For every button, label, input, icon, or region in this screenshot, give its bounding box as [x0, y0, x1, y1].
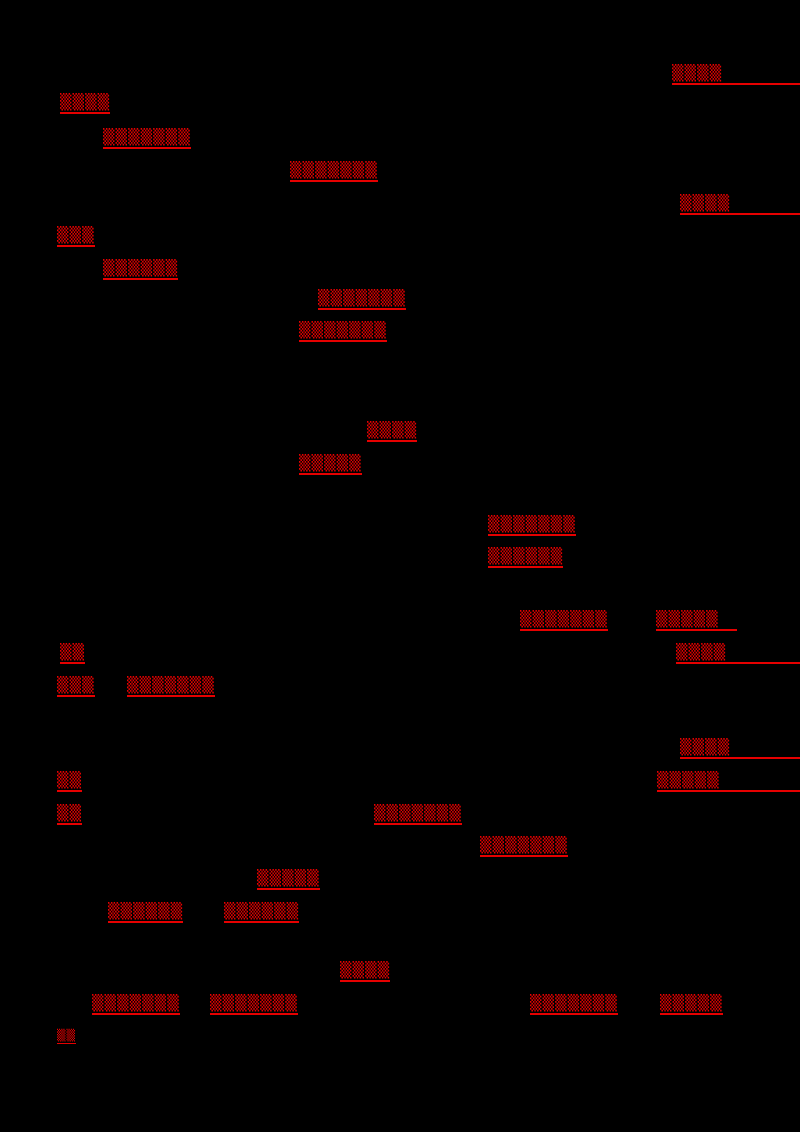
red-annotation: ▒▒▒▒▒: [656, 612, 737, 631]
red-annotation: ▒▒▒▒▒▒▒: [92, 996, 180, 1015]
red-annotation: ▒▒: [57, 806, 83, 825]
red-annotation: ▒▒▒▒▒▒▒: [530, 996, 618, 1015]
red-annotation: ▒▒▒▒▒▒▒: [103, 130, 191, 149]
red-annotation: ▒▒▒▒: [680, 196, 800, 215]
red-annotation: ▒▒▒▒: [672, 66, 800, 85]
red-annotation: ▒▒▒▒: [680, 740, 800, 759]
red-annotation: ▒▒▒: [57, 678, 95, 697]
red-annotation: ▒▒▒▒▒▒▒: [374, 806, 462, 825]
red-annotation: ▒▒▒▒: [367, 423, 418, 442]
red-annotation: ▒▒▒▒: [60, 95, 111, 114]
red-annotation: ▒▒▒▒▒▒: [488, 549, 564, 568]
red-annotation: ▒▒▒▒▒▒▒: [127, 678, 215, 697]
red-annotation: ▒▒▒▒▒: [257, 871, 320, 890]
red-annotation: ▒▒▒▒▒▒▒: [480, 838, 568, 857]
red-annotation: ▒▒▒▒▒▒: [224, 904, 300, 923]
red-annotation: ▒▒▒: [57, 228, 95, 247]
red-annotation: ▒▒▒▒▒▒▒: [318, 291, 406, 310]
red-annotation: ▒▒: [60, 645, 86, 664]
red-annotation: ▒▒▒▒▒▒▒: [488, 517, 576, 536]
red-annotation: ▒▒▒▒▒: [660, 996, 723, 1015]
red-annotation: ▒▒: [57, 1029, 76, 1044]
red-annotation: ▒▒▒▒▒▒: [108, 904, 184, 923]
red-annotation: ▒▒▒▒▒: [299, 456, 362, 475]
red-annotation: ▒▒▒▒▒▒▒: [290, 163, 378, 182]
red-annotation: ▒▒: [57, 773, 83, 792]
red-annotation: ▒▒▒▒▒▒▒: [520, 612, 608, 631]
red-annotation: ▒▒▒▒▒▒▒: [299, 323, 387, 342]
red-annotation: ▒▒▒▒: [340, 963, 391, 982]
red-annotation: ▒▒▒▒▒: [657, 773, 800, 792]
red-annotation: ▒▒▒▒▒▒: [103, 261, 179, 280]
red-annotation: ▒▒▒▒: [676, 645, 800, 664]
red-annotation: ▒▒▒▒▒▒▒: [210, 996, 298, 1015]
